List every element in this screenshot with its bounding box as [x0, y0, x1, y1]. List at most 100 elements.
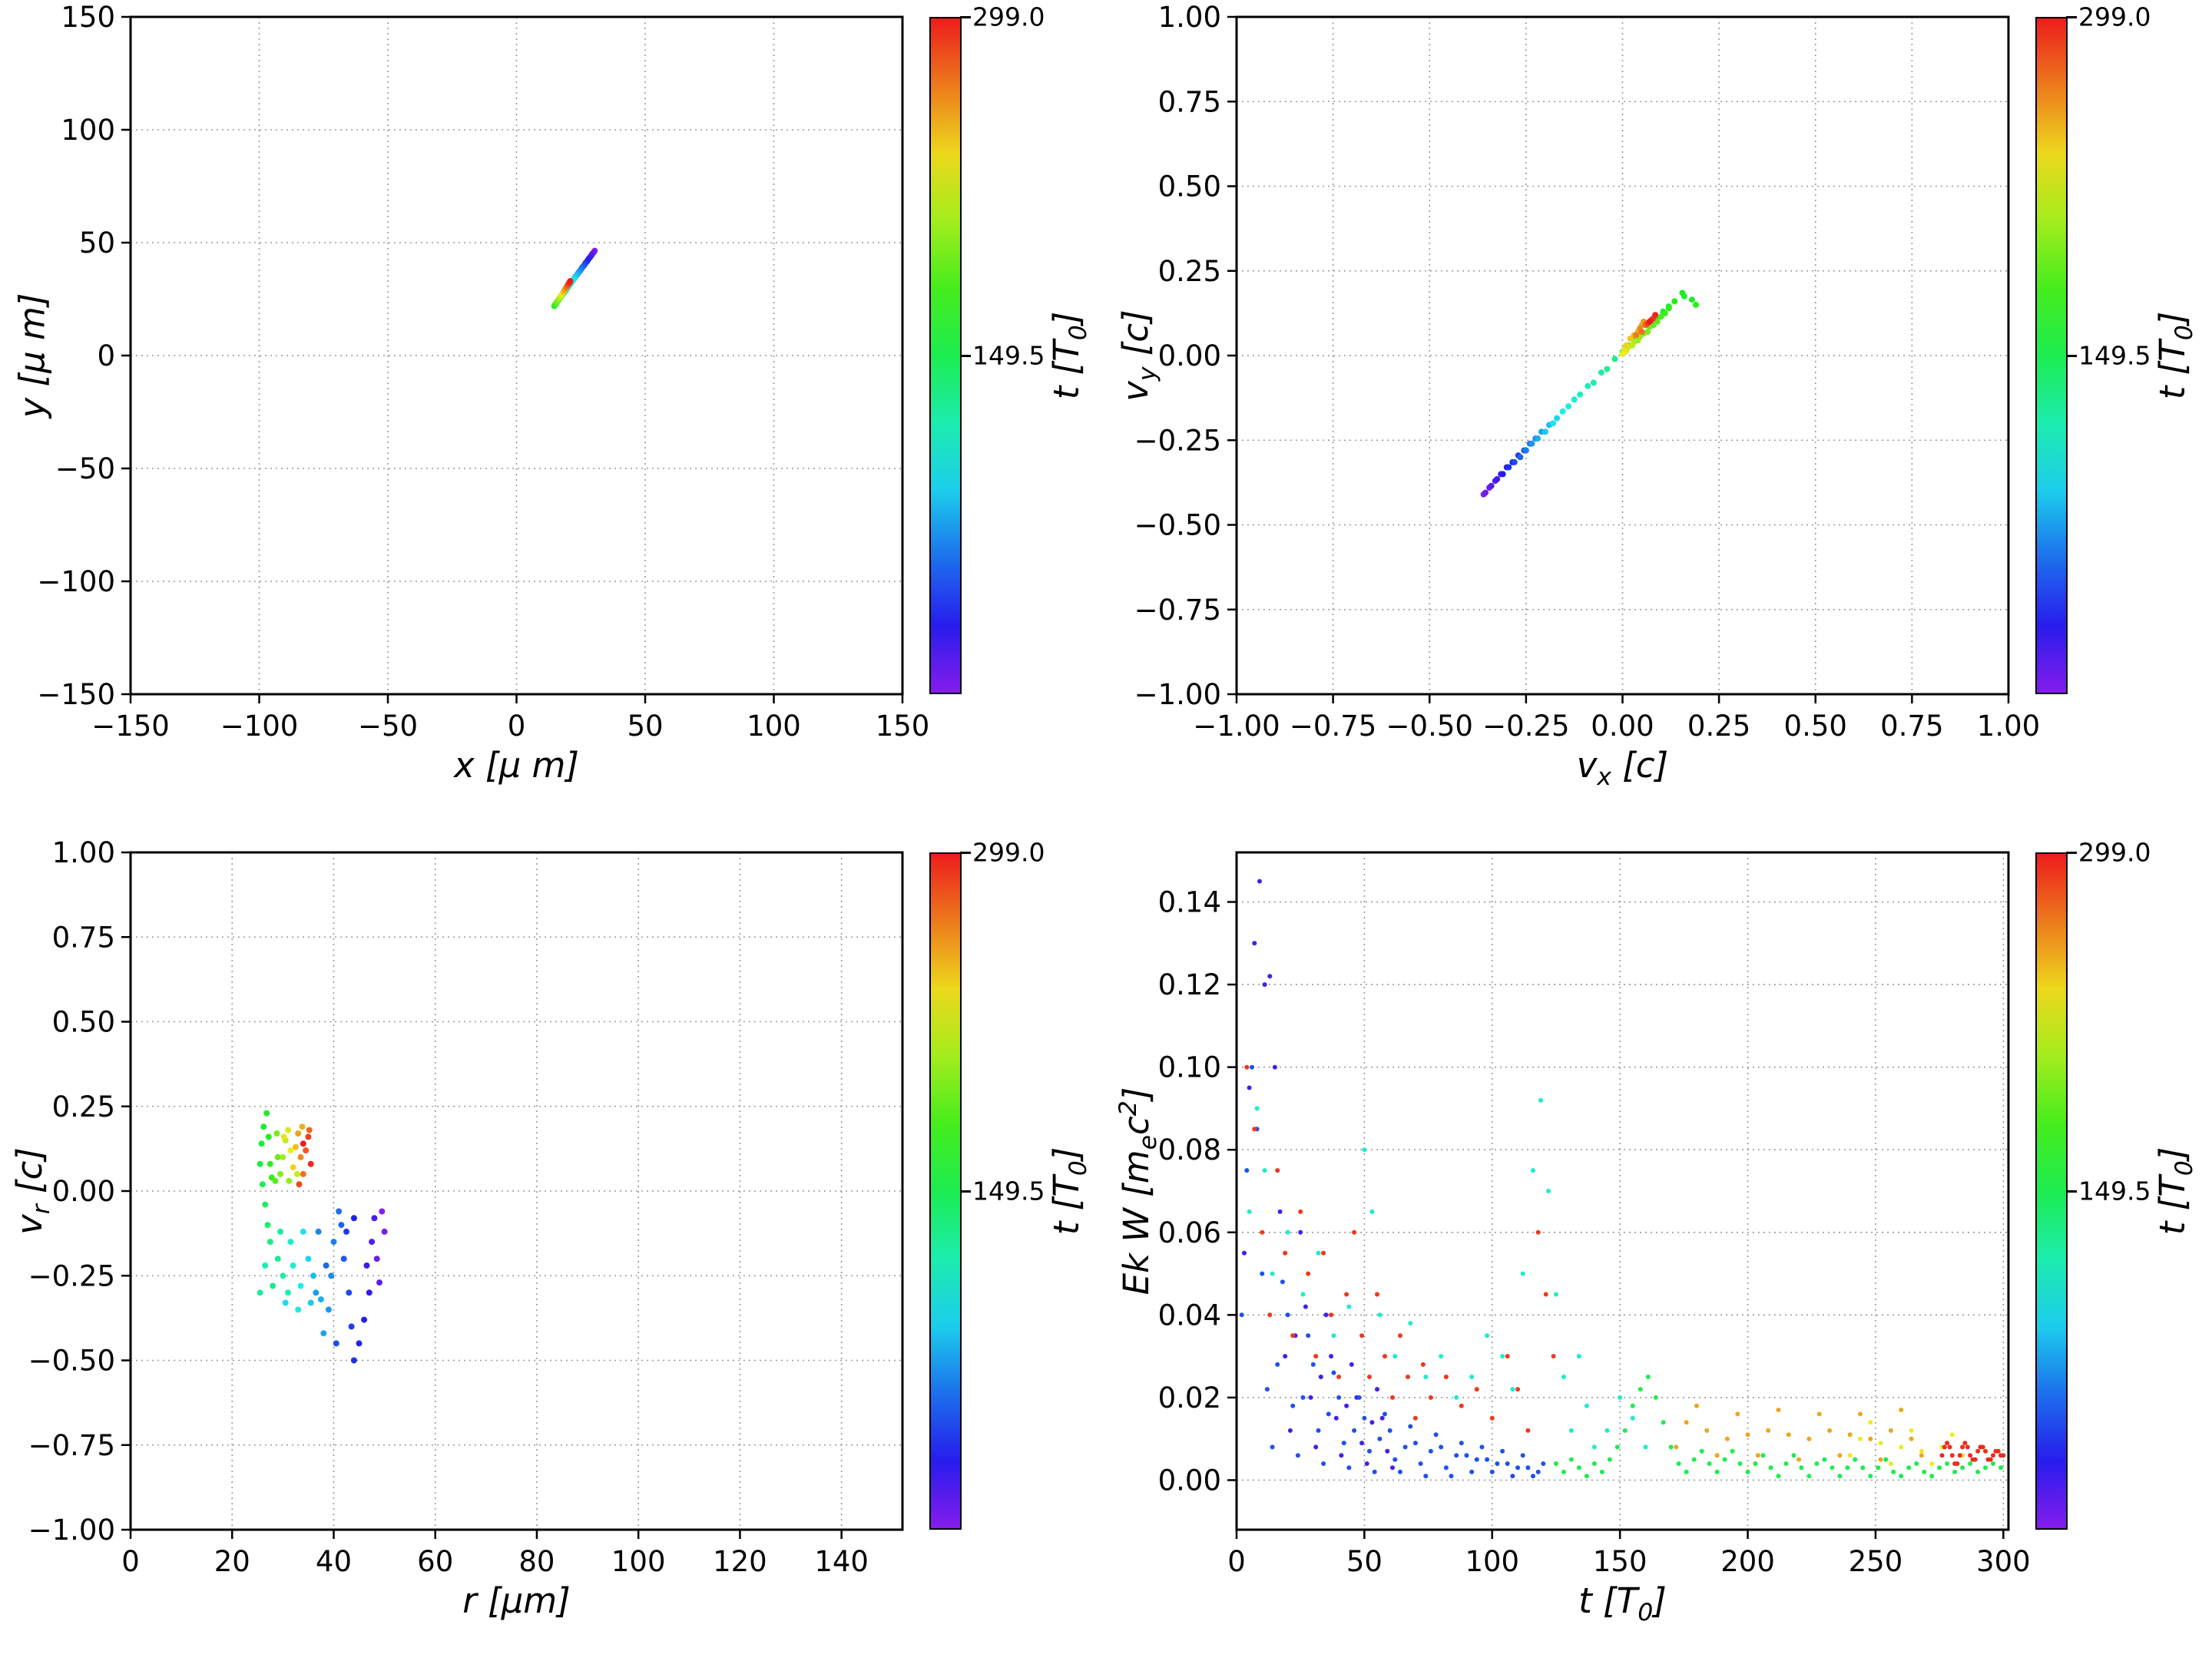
y-tick-label: 0.08 — [1158, 1133, 1221, 1166]
tick-labels: 0 20 40 60 80 100 120 140 −1.00 −0.75 −0.50 −0.25 0.… — [28, 836, 869, 1578]
x-tick-label: 100 — [611, 1545, 666, 1578]
x-tick-label: 1.00 — [1977, 710, 2040, 743]
tick-marks — [121, 851, 843, 1539]
x-tick-label: 140 — [814, 1545, 869, 1578]
x-tick-label: −0.75 — [1290, 710, 1376, 743]
colorbar-mid-label: 149.5 — [972, 1176, 1045, 1206]
colorbar-max-label: 299.0 — [2078, 837, 2151, 868]
x-tick-label: −150 — [91, 710, 170, 743]
y-tick-label: 0.75 — [1158, 85, 1221, 118]
x-axis-label-vx-vy: vx [c] — [1576, 745, 1669, 791]
colorbar-max-label: 299.0 — [972, 837, 1045, 868]
colorbar-tick — [960, 1190, 971, 1193]
colorbar-tick — [960, 354, 971, 357]
colorbar-max-label: 299.0 — [972, 2, 1045, 32]
x-tick-label: 20 — [214, 1545, 250, 1578]
x-tick-label: 40 — [316, 1545, 352, 1578]
x-tick-label: 50 — [627, 710, 663, 743]
tick-marks — [1227, 15, 2010, 703]
y-tick-label: −50 — [55, 452, 115, 485]
y-tick-label: 0.14 — [1158, 886, 1221, 919]
axes-spines — [1235, 851, 2010, 1531]
gridlines — [1236, 852, 2008, 1530]
gridlines — [130, 852, 902, 1530]
y-axis-label-x-y: y [μ m] — [12, 293, 53, 419]
y-tick-label: 0.75 — [52, 921, 115, 954]
x-tick-label: −0.50 — [1386, 710, 1473, 743]
y-axis-label-r-vr: vr [c] — [9, 1147, 55, 1235]
tick-labels: −150 −100 −50 0 50 100 150 −150 −100 −50 0 50 100 150 — [37, 1, 929, 743]
x-tick-label: 250 — [1849, 1545, 1903, 1578]
plot-area-r-vr: 0 20 40 60 80 100 120 140 −1.00 −0.75 −0.50 −0.25 0.… — [28, 836, 904, 1578]
y-tick-label: 0.04 — [1158, 1299, 1221, 1332]
y-tick-label: 0.12 — [1158, 968, 1221, 1001]
tick-marks — [121, 15, 904, 703]
x-tick-label: 200 — [1720, 1545, 1775, 1578]
plot-area-t-ekw: 0 50 100 150 200 250 300 0.00 0.02 0.04 0.06 0.08 0.… — [1158, 851, 2031, 1578]
x-tick-label: −1.00 — [1193, 710, 1280, 743]
y-axis-label-vx-vy: vy [c] — [1115, 309, 1161, 402]
colorbar-title: t [T0] — [1046, 1147, 1092, 1236]
y-tick-label: −0.25 — [28, 1259, 115, 1292]
colorbar-tick — [2066, 1190, 2077, 1193]
y-tick-label: −0.75 — [1134, 594, 1221, 627]
plot-area-vx-vy: −1.00 −0.75 −0.50 −0.25 0.00 0.25 0.50 0.75 1.00… — [1134, 1, 2041, 743]
x-tick-label: 300 — [1976, 1545, 2031, 1578]
x-tick-label: 50 — [1346, 1545, 1382, 1578]
panel-r-vr: 0 20 40 60 80 100 120 140 −1.00 −0.75 −0.50 −0.25 0.… — [0, 836, 1106, 1671]
y-tick-label: 0.00 — [1158, 339, 1221, 372]
y-tick-label: −150 — [37, 678, 115, 711]
y-tick-label: 1.00 — [52, 836, 115, 869]
x-tick-label: 0 — [508, 710, 526, 743]
colorbar-title: t [T0] — [2152, 311, 2198, 400]
plot-area-x-y: −150 −100 −50 0 50 100 150 −150 −100 −50 0 50 100 150 — [37, 1, 929, 743]
x-tick-label: 0 — [1227, 1545, 1246, 1578]
y-tick-label: 0.50 — [52, 1006, 115, 1039]
y-tick-label: −1.00 — [28, 1514, 115, 1547]
scatter-points — [257, 1110, 388, 1364]
x-tick-label: 150 — [876, 710, 930, 743]
scatter-points — [551, 247, 598, 309]
y-tick-label: 100 — [61, 114, 115, 147]
x-axis-label-t-ekw: t [T0] — [1578, 1580, 1667, 1626]
scatter-points — [1239, 879, 2006, 1479]
colorbar-tick — [960, 15, 971, 18]
y-tick-label: 0.00 — [1158, 1464, 1221, 1497]
panel-t-ekw: 0 50 100 150 200 250 300 0.00 0.02 0.04 0.06 0.08 0.… — [1106, 836, 2212, 1671]
colorbar-mid-label: 149.5 — [2078, 340, 2151, 371]
x-tick-label: 120 — [713, 1545, 767, 1578]
tick-marks — [1227, 901, 2005, 1539]
colorbar-tick — [2066, 354, 2077, 357]
y-tick-label: −0.50 — [1134, 509, 1221, 542]
colorbar-tick — [960, 851, 971, 854]
y-tick-label: −1.00 — [1134, 678, 1221, 711]
x-tick-label: 0.50 — [1784, 710, 1847, 743]
colorbar — [929, 17, 962, 694]
colorbar-mid-label: 149.5 — [972, 340, 1045, 371]
colorbar-title: t [T0] — [2152, 1147, 2198, 1236]
y-tick-label: 0.25 — [52, 1090, 115, 1123]
y-axis-label-t-ekw: Ek W [mec2] — [1114, 1087, 1162, 1295]
x-tick-label: −0.25 — [1482, 710, 1569, 743]
y-tick-label: −0.25 — [1134, 424, 1221, 457]
gridlines — [130, 16, 903, 695]
y-tick-label: 50 — [79, 227, 115, 260]
y-tick-label: 0.10 — [1158, 1051, 1221, 1084]
x-tick-label: 100 — [747, 710, 801, 743]
y-tick-label: 0.02 — [1158, 1381, 1221, 1415]
x-tick-label: 0.25 — [1687, 710, 1750, 743]
x-tick-label: 0.75 — [1880, 710, 1943, 743]
colorbar-tick — [2066, 851, 2077, 854]
tick-labels: 0 50 100 150 200 250 300 0.00 0.02 0.04 0.06 0.08 0.… — [1158, 886, 2031, 1578]
panel-x-y: −150 −100 −50 0 50 100 150 −150 −100 −50 0 50 100 150… — [0, 0, 1106, 836]
y-tick-label: 0.50 — [1158, 170, 1221, 203]
x-tick-label: 0.00 — [1591, 710, 1654, 743]
y-tick-label: −0.75 — [28, 1429, 115, 1462]
colorbar-title: t [T0] — [1046, 311, 1092, 400]
colorbar — [2035, 17, 2068, 694]
x-axis-label-x-y: x [μ m] — [454, 745, 579, 786]
colorbar — [2035, 852, 2068, 1530]
y-tick-label: 150 — [61, 1, 115, 34]
colorbar-mid-label: 149.5 — [2078, 1176, 2151, 1206]
